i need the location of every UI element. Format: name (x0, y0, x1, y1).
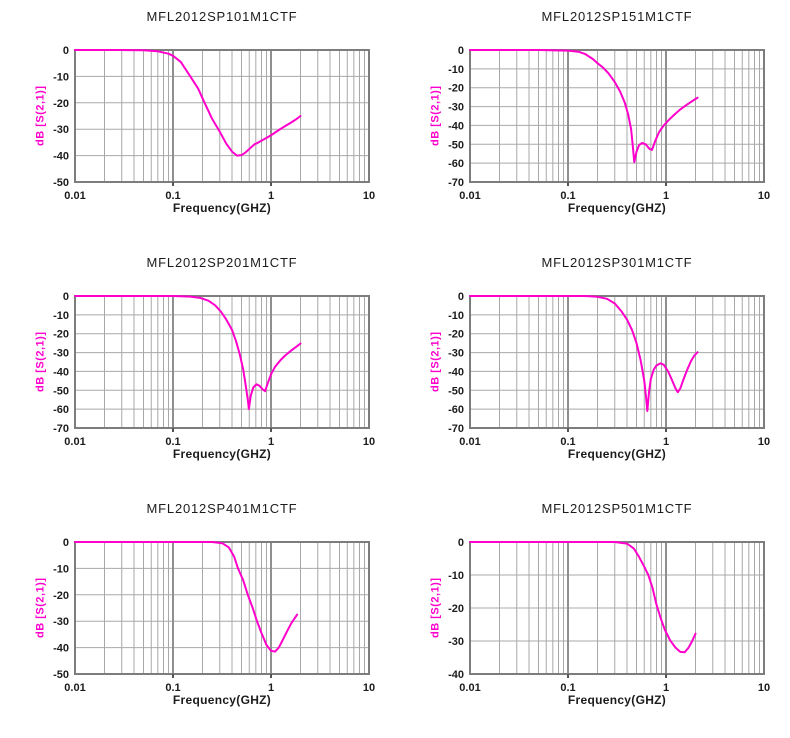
svg-text:1: 1 (663, 436, 669, 448)
svg-text:-50: -50 (53, 177, 69, 189)
svg-text:0.01: 0.01 (64, 682, 85, 694)
svg-text:0.01: 0.01 (459, 190, 480, 202)
chart-panel-101: MFL2012SP101M1CTF dB [S(2,1)] 0.01 0.1 1 10… (0, 0, 395, 246)
svg-text:-70: -70 (448, 423, 464, 435)
x-axis-label: Frequency(GHZ) (172, 447, 272, 461)
svg-text:-10: -10 (448, 310, 464, 322)
svg-text:-60: -60 (448, 158, 464, 170)
chart-panel-401: MFL2012SP401M1CTF dB [S(2,1)] 0.01 0.1 1 10… (0, 492, 395, 738)
plot-area: 0.01 0.1 1 10 0 -10 -20 -30 -40 -50 -60 -70 (448, 291, 770, 448)
svg-text:-20: -20 (53, 329, 69, 341)
plot-area: 0.01 0.1 1 10 0 -10 -20 -30 -40 (448, 537, 770, 694)
svg-text:-10: -10 (53, 71, 69, 83)
svg-text:0.01: 0.01 (459, 436, 480, 448)
chart-panel-151: MFL2012SP151M1CTF dB [S(2,1)] 0.01 0.1 1 10… (395, 0, 790, 246)
svg-text:0.1: 0.1 (560, 682, 575, 694)
svg-text:-50: -50 (448, 385, 464, 397)
svg-text:-50: -50 (53, 385, 69, 397)
svg-text:-60: -60 (53, 404, 69, 416)
svg-text:-10: -10 (448, 570, 464, 582)
svg-text:-60: -60 (448, 404, 464, 416)
svg-text:1: 1 (268, 682, 274, 694)
svg-text:-30: -30 (448, 348, 464, 360)
svg-text:-20: -20 (53, 98, 69, 110)
chart-title: MFL2012SP501M1CTF (541, 501, 693, 516)
x-axis-label: Frequency(GHZ) (567, 201, 667, 215)
svg-text:0.1: 0.1 (560, 436, 575, 448)
svg-text:-40: -40 (53, 643, 69, 655)
x-axis-label: Frequency(GHZ) (567, 693, 667, 707)
svg-text:0.01: 0.01 (64, 190, 85, 202)
chart-title: MFL2012SP151M1CTF (541, 9, 693, 24)
svg-text:-70: -70 (448, 177, 464, 189)
svg-text:0: 0 (458, 291, 464, 303)
plot-area: 0.01 0.1 1 10 0 -10 -20 -30 -40 -50 (53, 537, 375, 694)
svg-text:-30: -30 (53, 124, 69, 136)
svg-text:10: 10 (758, 190, 770, 202)
svg-text:-10: -10 (53, 310, 69, 322)
svg-text:0: 0 (63, 537, 69, 549)
svg-text:0.01: 0.01 (459, 682, 480, 694)
svg-text:-70: -70 (53, 423, 69, 435)
x-axis-label: Frequency(GHZ) (172, 693, 272, 707)
svg-text:10: 10 (363, 436, 375, 448)
svg-text:-40: -40 (448, 669, 464, 681)
svg-text:0: 0 (458, 45, 464, 57)
x-axis-label: Frequency(GHZ) (567, 447, 667, 461)
x-axis-label: Frequency(GHZ) (172, 201, 272, 215)
svg-text:-50: -50 (448, 139, 464, 151)
plot-area: 0.01 0.1 1 10 0 -10 -20 -30 -40 -50 -60 -70 (53, 291, 375, 448)
svg-text:-20: -20 (53, 590, 69, 602)
svg-text:10: 10 (363, 190, 375, 202)
svg-text:0.1: 0.1 (165, 436, 180, 448)
svg-text:-10: -10 (53, 563, 69, 575)
chart-panel-301: MFL2012SP301M1CTF dB [S(2,1)] 0.01 0.1 1 10… (395, 246, 790, 492)
svg-text:0: 0 (63, 45, 69, 57)
svg-text:-40: -40 (53, 366, 69, 378)
svg-text:1: 1 (663, 682, 669, 694)
svg-text:0.01: 0.01 (64, 436, 85, 448)
svg-text:-30: -30 (448, 636, 464, 648)
svg-text:1: 1 (268, 190, 274, 202)
svg-text:1: 1 (268, 436, 274, 448)
svg-text:-40: -40 (53, 151, 69, 163)
svg-text:10: 10 (758, 682, 770, 694)
svg-text:-40: -40 (448, 120, 464, 132)
svg-text:-50: -50 (53, 669, 69, 681)
chart-title: MFL2012SP201M1CTF (146, 255, 298, 270)
svg-text:-20: -20 (448, 83, 464, 95)
svg-text:0: 0 (63, 291, 69, 303)
plot-area: 0.01 0.1 1 10 0 -10 -20 -30 -40 -50 (53, 45, 375, 202)
svg-text:10: 10 (363, 682, 375, 694)
svg-text:0.1: 0.1 (560, 190, 575, 202)
svg-text:-40: -40 (448, 366, 464, 378)
svg-text:0.1: 0.1 (165, 682, 180, 694)
svg-text:0: 0 (458, 537, 464, 549)
chart-panel-201: MFL2012SP201M1CTF dB [S(2,1)] 0.01 0.1 1 10… (0, 246, 395, 492)
svg-text:0.1: 0.1 (165, 190, 180, 202)
chart-title: MFL2012SP101M1CTF (146, 9, 298, 24)
svg-text:-30: -30 (53, 616, 69, 628)
svg-text:-20: -20 (448, 603, 464, 615)
svg-text:-30: -30 (53, 348, 69, 360)
svg-text:-30: -30 (448, 102, 464, 114)
svg-text:10: 10 (758, 436, 770, 448)
chart-panel-501: MFL2012SP501M1CTF dB [S(2,1)] 0.01 0.1 1 10… (395, 492, 790, 738)
chart-title: MFL2012SP401M1CTF (146, 501, 298, 516)
svg-text:-20: -20 (448, 329, 464, 341)
svg-text:-10: -10 (448, 64, 464, 76)
svg-text:1: 1 (663, 190, 669, 202)
chart-title: MFL2012SP301M1CTF (541, 255, 693, 270)
plot-area: 0.01 0.1 1 10 0 -10 -20 -30 -40 -50 -60 -70 (448, 45, 770, 202)
